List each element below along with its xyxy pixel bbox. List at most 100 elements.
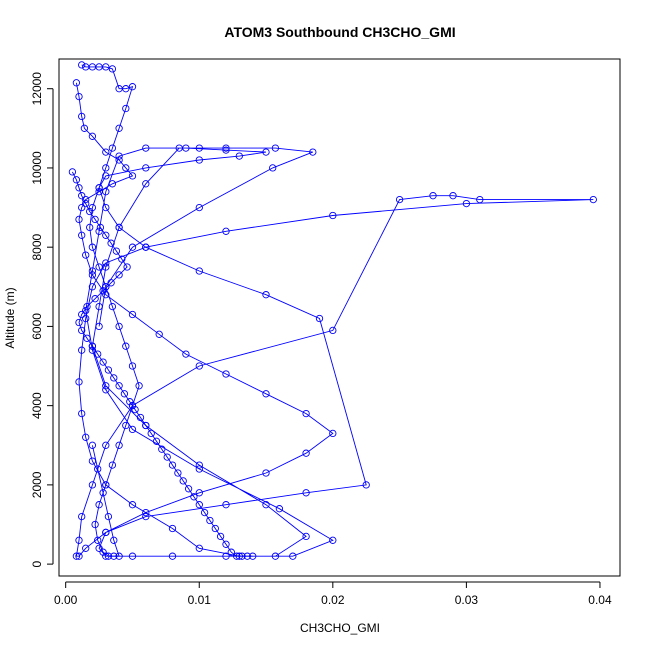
data-point: [302, 449, 310, 457]
data-point: [135, 382, 143, 390]
data-point: [102, 441, 110, 449]
data-point: [88, 243, 97, 251]
data-point: [182, 350, 190, 358]
series-0: [72, 79, 597, 560]
data-point: [142, 144, 150, 152]
data-point: [95, 227, 103, 235]
y-tick-label: 4000: [30, 392, 44, 419]
y-tick-label: 10000: [30, 151, 44, 185]
data-point: [262, 469, 270, 477]
data-point: [195, 465, 203, 473]
data-point: [115, 124, 123, 132]
data-point: [104, 366, 113, 374]
data-point: [329, 211, 337, 220]
data-point: [184, 485, 193, 493]
data-point: [99, 358, 107, 366]
data-point: [95, 322, 103, 331]
data-point: [155, 330, 163, 338]
data-point: [168, 461, 177, 469]
data-point: [122, 85, 130, 93]
data-point: [75, 184, 83, 192]
x-tick-label: 0.02: [321, 593, 345, 607]
series-1: [68, 168, 257, 560]
data-point: [102, 259, 110, 267]
data-point: [128, 425, 137, 434]
data-point: [128, 401, 137, 410]
data-point: [195, 489, 203, 497]
data-point: [94, 536, 102, 544]
y-tick-label: 0: [30, 560, 44, 567]
data-point: [238, 552, 246, 560]
data-point: [75, 215, 83, 224]
data-point: [95, 184, 103, 192]
data-point: [142, 243, 150, 251]
data-point: [128, 83, 137, 91]
data-point: [302, 489, 310, 497]
data-point: [243, 552, 251, 560]
plot-frame: [58, 58, 621, 577]
data-point: [142, 508, 150, 517]
data-point: [216, 532, 225, 541]
data-point: [395, 195, 404, 204]
data-point: [476, 195, 484, 204]
data-point: [102, 148, 110, 156]
data-point: [158, 445, 166, 453]
data-point: [131, 405, 139, 414]
data-point: [95, 501, 103, 509]
data-point: [78, 192, 86, 200]
x-tick-label: 0.00: [54, 593, 78, 607]
data-point: [108, 302, 117, 311]
data-point: [88, 283, 97, 291]
data-point: [222, 370, 230, 378]
data-point: [262, 501, 270, 509]
data-point: [82, 433, 90, 441]
data-point: [102, 203, 110, 212]
data-point: [75, 378, 83, 386]
data-point: [102, 481, 110, 489]
data-point: [120, 390, 129, 398]
data-point: [88, 271, 97, 279]
x-tick-label: 0.04: [588, 593, 612, 607]
data-point: [142, 164, 150, 172]
data-point: [115, 322, 123, 331]
data-point: [72, 552, 81, 560]
data-point: [195, 156, 203, 164]
data-point: [168, 552, 177, 560]
data-point: [80, 124, 89, 132]
data-point: [108, 144, 117, 152]
data-point: [195, 362, 203, 370]
data-point: [122, 421, 130, 430]
data-point: [102, 283, 110, 291]
data-point: [329, 429, 337, 438]
data-point: [329, 536, 337, 544]
data-point: [83, 334, 91, 342]
data-point: [88, 132, 97, 140]
data-point: [72, 176, 81, 184]
data-point: [222, 146, 230, 154]
data-point: [75, 318, 83, 327]
y-tick-label: 6000: [30, 313, 44, 340]
data-point: [168, 524, 177, 533]
data-point: [589, 195, 597, 204]
data-point: [72, 79, 81, 87]
data-point: [95, 302, 103, 311]
data-point: [233, 552, 241, 560]
data-point: [102, 172, 110, 180]
data-point: [195, 544, 203, 552]
data-point: [88, 203, 97, 212]
data-point: [222, 540, 230, 548]
data-point: [115, 552, 123, 560]
data-point: [78, 326, 86, 335]
data-point: [102, 386, 110, 394]
data-point: [195, 267, 203, 275]
series-2: [78, 61, 143, 560]
data-point: [82, 251, 90, 259]
data-point: [104, 552, 113, 560]
data-point: [249, 552, 257, 560]
data-point: [163, 453, 171, 461]
data-point: [91, 215, 99, 224]
data-point: [128, 552, 137, 560]
data-point: [110, 536, 118, 544]
